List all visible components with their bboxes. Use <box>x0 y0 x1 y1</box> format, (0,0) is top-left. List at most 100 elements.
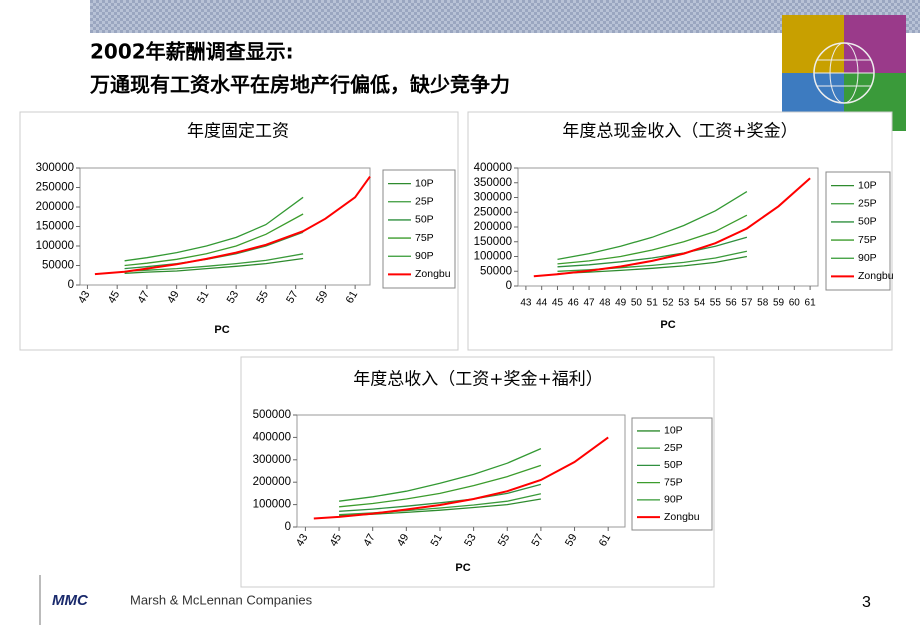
x-tick-label: 46 <box>568 298 580 309</box>
x-tick-label: 55 <box>254 289 271 306</box>
y-tick-label: 250000 <box>36 182 74 194</box>
footer-company: Marsh & McLennan Companies <box>130 592 313 607</box>
legend-box <box>631 417 713 531</box>
x-tick-label: 51 <box>647 298 659 309</box>
chart-title: 年度总收入（工资+奖金+福利） <box>353 370 603 390</box>
legend-label: Zongbu <box>415 268 451 280</box>
x-tick-label: 43 <box>76 289 93 306</box>
x-tick-label: 53 <box>225 289 242 306</box>
x-tick-label: 49 <box>165 289 182 306</box>
y-tick-label: 200000 <box>253 476 291 488</box>
legend-label: Zongbu <box>858 270 894 282</box>
legend-box <box>825 171 891 291</box>
chart-title: 年度固定工资 <box>187 122 289 142</box>
x-tick-label: 51 <box>429 532 446 549</box>
page-number: 3 <box>862 594 871 611</box>
y-tick-label: 400000 <box>253 431 291 443</box>
legend-label: 10P <box>415 177 434 189</box>
x-tick-label: 55 <box>710 298 722 309</box>
x-tick-label: 43 <box>294 532 311 549</box>
x-tick-label: 45 <box>106 289 123 306</box>
series-line <box>124 253 304 273</box>
series-line <box>94 176 371 276</box>
x-tick-label: 47 <box>361 532 378 549</box>
legend-label: 25P <box>664 442 683 454</box>
legend-label: 75P <box>858 234 877 246</box>
y-tick-label: 0 <box>506 280 512 292</box>
x-tick-label: 43 <box>520 298 532 309</box>
y-tick-label: 150000 <box>474 236 512 248</box>
plot-area <box>517 167 819 287</box>
y-tick-label: 500000 <box>253 409 291 421</box>
series-line <box>124 213 304 267</box>
series-line <box>339 448 542 502</box>
x-tick-label: 59 <box>773 298 785 309</box>
legend-label: 90P <box>415 250 434 262</box>
legend-label: 90P <box>858 252 877 264</box>
series-line <box>533 177 811 278</box>
legend-label: 75P <box>664 476 683 488</box>
x-tick-label: 60 <box>789 298 801 309</box>
legend-label: 50P <box>664 459 683 471</box>
series-line <box>313 436 609 520</box>
y-tick-label: 100000 <box>474 251 512 263</box>
x-tick-label: 61 <box>597 532 614 549</box>
y-tick-label: 350000 <box>474 177 512 189</box>
x-tick-label: 55 <box>496 532 513 549</box>
x-axis-label: PC <box>660 319 675 331</box>
x-tick-label: 56 <box>726 298 738 309</box>
legend-label: 25P <box>415 196 434 208</box>
x-tick-label: 54 <box>694 298 706 309</box>
footer-logo: MMC <box>52 592 89 609</box>
x-tick-label: 47 <box>136 289 153 306</box>
series-line <box>557 214 748 265</box>
series-line <box>557 255 748 275</box>
x-tick-label: 57 <box>529 532 546 549</box>
x-tick-label: 57 <box>284 289 301 306</box>
x-tick-label: 50 <box>631 298 643 309</box>
x-axis-label: PC <box>455 562 470 574</box>
title-line: 2002年薪酬调查显示: <box>90 40 294 64</box>
top-banner <box>90 0 920 33</box>
y-tick-label: 200000 <box>474 221 512 233</box>
legend-label: Zongbu <box>664 511 700 523</box>
y-tick-label: 250000 <box>474 206 512 218</box>
x-tick-label: 59 <box>314 289 331 306</box>
x-tick-label: 58 <box>757 298 769 309</box>
x-tick-label: 49 <box>615 298 627 309</box>
x-tick-label: 53 <box>462 532 479 549</box>
legend-label: 75P <box>415 232 434 244</box>
series-line <box>124 257 304 274</box>
legend-label: 25P <box>858 198 877 210</box>
x-tick-label: 57 <box>741 298 753 309</box>
legend-label: 90P <box>664 494 683 506</box>
series-line <box>557 191 748 261</box>
x-tick-label: 52 <box>662 298 674 309</box>
y-tick-label: 300000 <box>253 454 291 466</box>
y-tick-label: 50000 <box>480 265 512 277</box>
x-tick-label: 48 <box>599 298 611 309</box>
x-axis-label: PC <box>214 324 229 336</box>
y-tick-label: 400000 <box>474 162 512 174</box>
y-tick-label: 300000 <box>36 162 74 174</box>
y-tick-label: 0 <box>68 279 74 291</box>
y-tick-label: 100000 <box>253 499 291 511</box>
x-tick-label: 44 <box>536 298 548 309</box>
x-tick-label: 53 <box>678 298 690 309</box>
x-tick-label: 45 <box>552 298 564 309</box>
x-tick-label: 47 <box>583 298 595 309</box>
series-line <box>339 483 542 512</box>
chart-title: 年度总现金收入（工资+奖金） <box>562 122 797 142</box>
y-tick-label: 100000 <box>36 240 74 252</box>
legend-label: 50P <box>415 214 434 226</box>
x-tick-label: 45 <box>328 532 345 549</box>
y-tick-label: 200000 <box>36 201 74 213</box>
x-tick-label: 51 <box>195 289 212 306</box>
y-tick-label: 0 <box>285 521 291 533</box>
y-tick-label: 150000 <box>36 221 74 233</box>
y-tick-label: 300000 <box>474 192 512 204</box>
series-line <box>124 196 304 262</box>
series-line <box>339 464 542 508</box>
series-line <box>557 236 748 268</box>
